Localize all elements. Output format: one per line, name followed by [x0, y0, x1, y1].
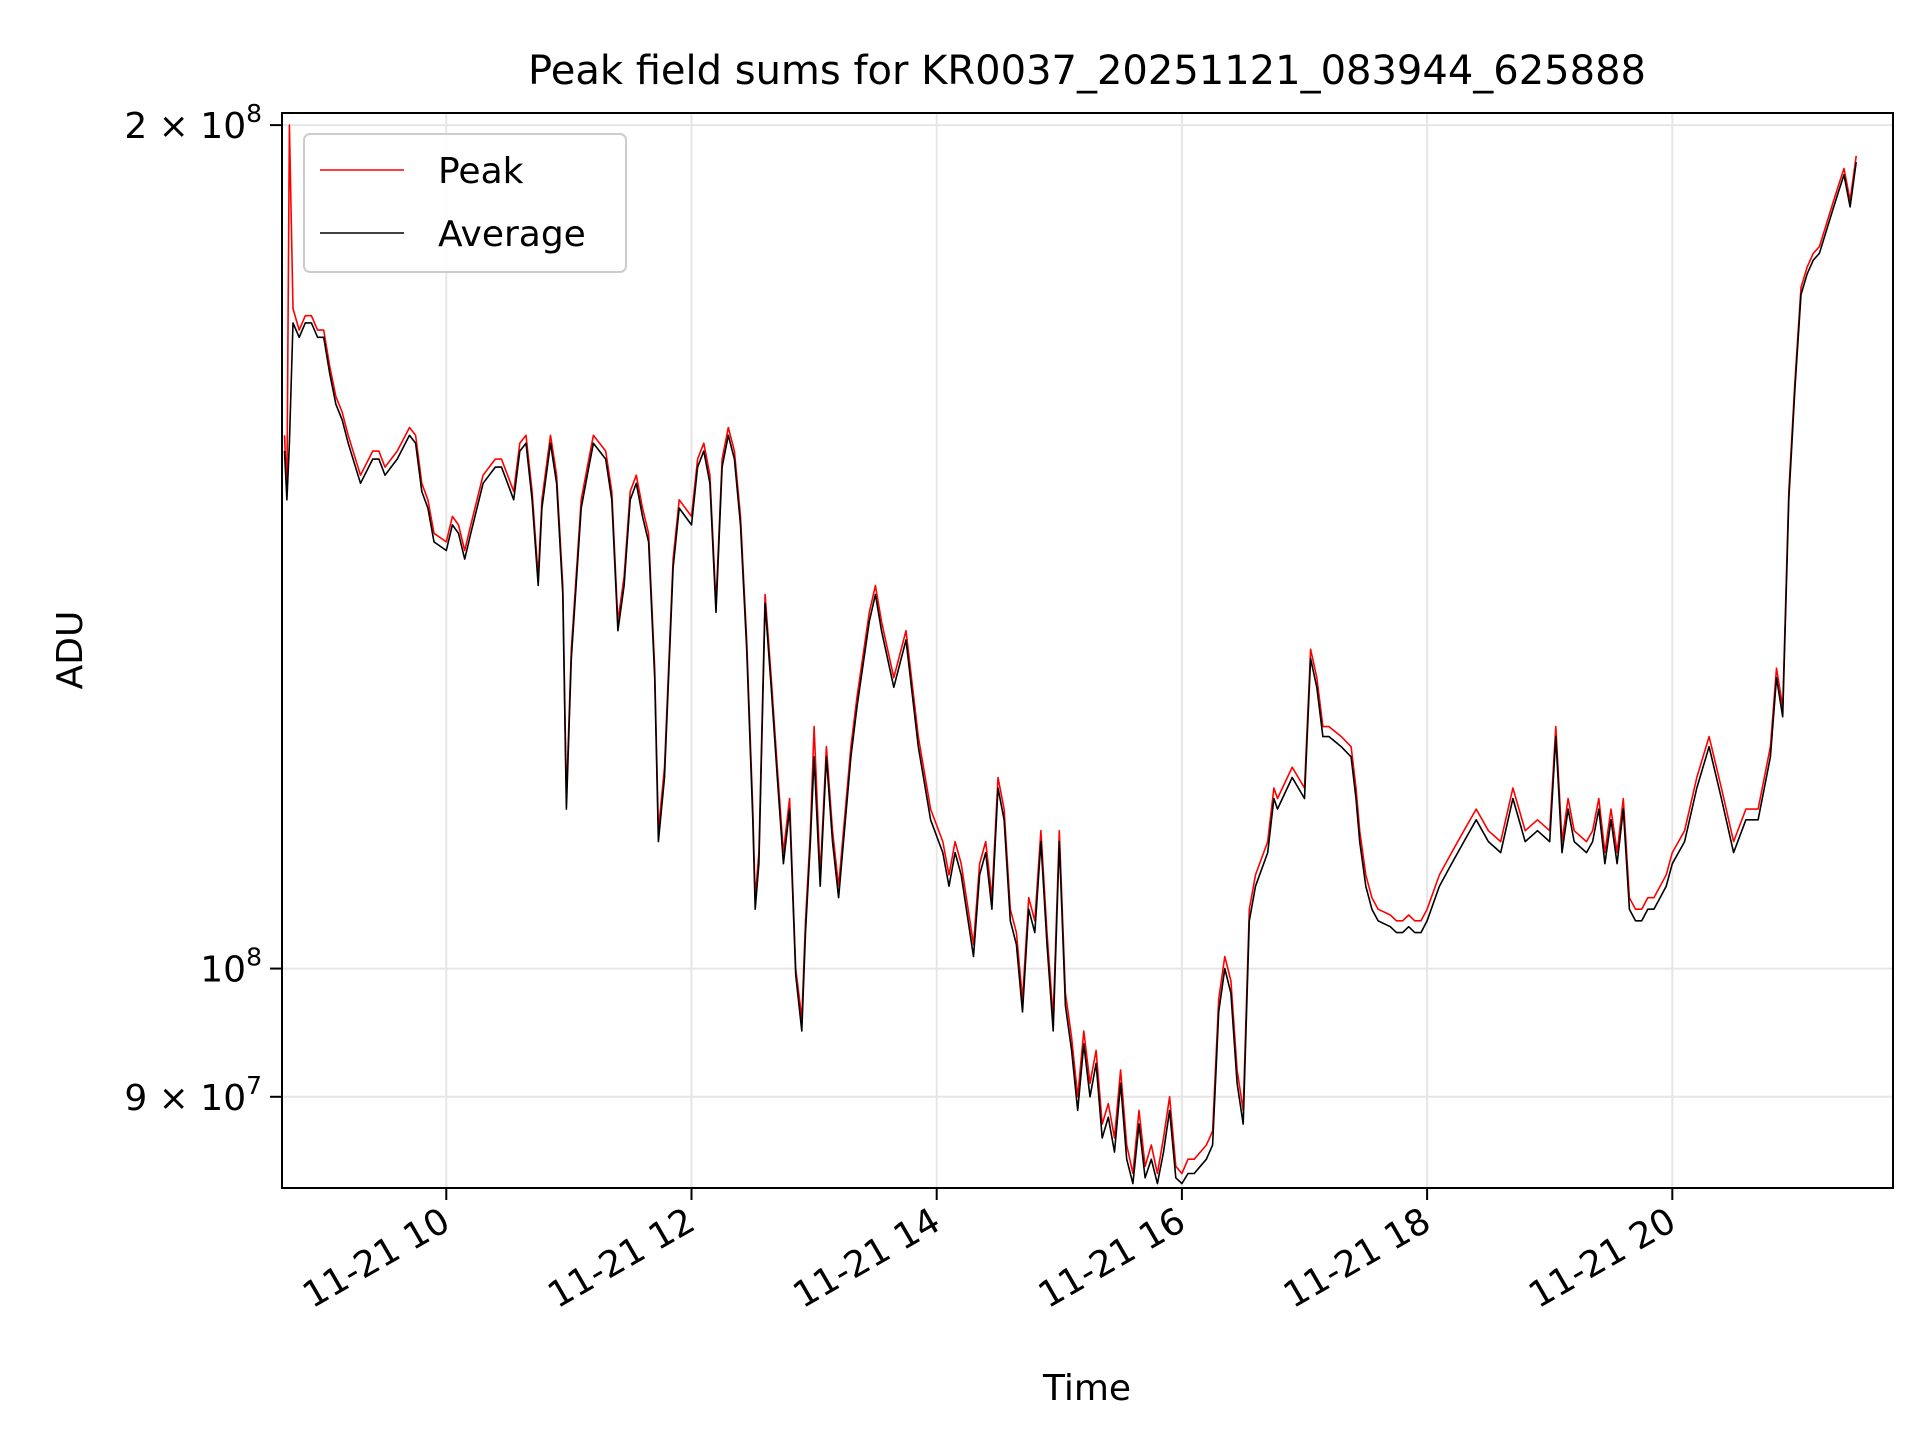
legend: Peak Average: [303, 133, 627, 273]
y-tick-label: 108: [200, 943, 262, 991]
y-tick-label: 9 × 107: [124, 1071, 262, 1119]
legend-label-average: Average: [438, 214, 586, 255]
grid-lines: [282, 113, 1893, 1188]
plot-frame: [281, 112, 1894, 1189]
y-axis-label: ADU: [50, 611, 91, 690]
x-axis-label: Time: [1042, 1368, 1131, 1409]
series-layer: [283, 124, 1857, 1185]
chart-title: Peak field sums for KR0037_20251121_0839…: [528, 48, 1646, 94]
legend-frame: [303, 133, 627, 273]
legend-label-peak: Peak: [438, 151, 524, 192]
series-line-average: [283, 162, 1857, 1185]
y-tick-label: 2 × 108: [124, 99, 262, 147]
